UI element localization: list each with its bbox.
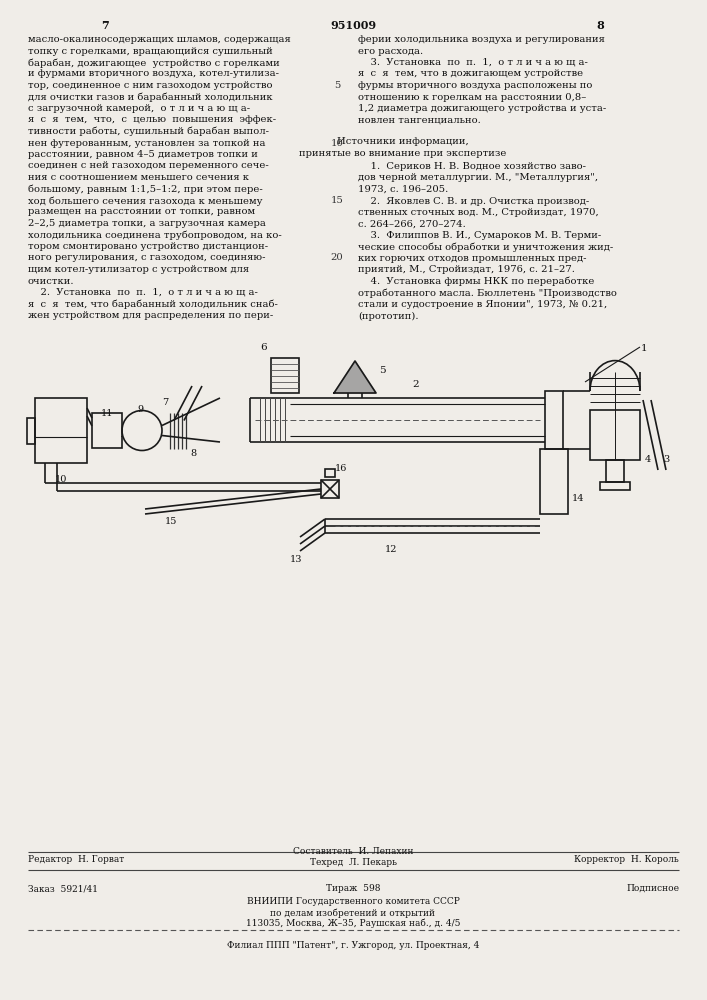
Text: Источники информации,: Источники информации, <box>337 137 469 146</box>
Text: дов черной металлургии. М., "Металлургия",: дов черной металлургии. М., "Металлургия… <box>358 174 598 182</box>
Bar <box>600 482 630 490</box>
Bar <box>321 480 339 498</box>
Text: 5: 5 <box>334 81 340 90</box>
Text: Филиал ППП "Патент", г. Ужгород, ул. Проектная, 4: Филиал ППП "Патент", г. Ужгород, ул. Про… <box>227 941 479 950</box>
Text: ферии холодильника воздуха и регулирования: ферии холодильника воздуха и регулирован… <box>358 35 605 44</box>
Text: и фурмами вторичного воздуха, котел-утилиза-: и фурмами вторичного воздуха, котел-утил… <box>28 70 279 79</box>
Text: Редактор  Н. Горват: Редактор Н. Горват <box>28 855 124 864</box>
Text: 1973, с. 196–205.: 1973, с. 196–205. <box>358 185 448 194</box>
Text: для очистки газов и барабанный холодильник: для очистки газов и барабанный холодильн… <box>28 93 273 102</box>
Text: соединен с ней газоходом переменного сече-: соединен с ней газоходом переменного сеч… <box>28 161 269 170</box>
Text: его расхода.: его расхода. <box>358 46 423 55</box>
Text: щим котел-утилизатор с устройством для: щим котел-утилизатор с устройством для <box>28 265 249 274</box>
Text: жен устройством для распределения по пери-: жен устройством для распределения по пер… <box>28 311 273 320</box>
Bar <box>545 391 563 449</box>
Text: по делам изобретений и открытий: по делам изобретений и открытий <box>271 908 436 918</box>
Bar <box>590 410 640 460</box>
Text: холодильника соединена трубопроводом, на ко-: холодильника соединена трубопроводом, на… <box>28 231 282 240</box>
Text: 4.  Установка фирмы НКК по переработке: 4. Установка фирмы НКК по переработке <box>358 277 595 286</box>
Bar <box>540 449 568 514</box>
Text: 20: 20 <box>331 253 344 262</box>
Text: 3.  Филиппов В. И., Сумароков М. В. Терми-: 3. Филиппов В. И., Сумароков М. В. Терми… <box>358 231 601 240</box>
Text: приятий, М., Стройиздат, 1976, с. 21–27.: приятий, М., Стройиздат, 1976, с. 21–27. <box>358 265 575 274</box>
Text: 13: 13 <box>290 555 303 564</box>
Text: ния с соотношением меньшего сечения к: ния с соотношением меньшего сечения к <box>28 173 249 182</box>
Text: большому, равным 1:1,5–1:2, при этом пере-: большому, равным 1:1,5–1:2, при этом пер… <box>28 184 263 194</box>
Bar <box>606 460 624 482</box>
Text: 11: 11 <box>101 409 113 418</box>
Text: 6: 6 <box>260 343 267 352</box>
Text: 1: 1 <box>641 344 648 353</box>
Text: топку с горелками, вращающийся сушильный: топку с горелками, вращающийся сушильный <box>28 46 273 55</box>
Text: тор, соединенное с ним газоходом устройство: тор, соединенное с ним газоходом устройс… <box>28 81 272 90</box>
Text: 2: 2 <box>412 380 419 389</box>
Text: 15: 15 <box>331 196 344 205</box>
Text: 5: 5 <box>379 366 385 375</box>
Bar <box>35 398 87 463</box>
Text: 4: 4 <box>645 455 651 464</box>
Text: 10: 10 <box>331 138 344 147</box>
Text: размещен на расстоянии от топки, равном: размещен на расстоянии от топки, равном <box>28 208 255 217</box>
Text: 3: 3 <box>663 455 670 464</box>
Text: новлен тангенциально.: новлен тангенциально. <box>358 115 481 124</box>
Text: Техред  Л. Пекарь: Техред Л. Пекарь <box>310 858 397 867</box>
Text: 16: 16 <box>335 464 347 473</box>
Text: стали и судостроение в Японии", 1973, № 0.21,: стали и судостроение в Японии", 1973, № … <box>358 300 607 309</box>
Text: 9: 9 <box>137 404 143 414</box>
Text: Подписное: Подписное <box>626 884 679 893</box>
Text: 2.  Яковлев С. В. и др. Очистка производ-: 2. Яковлев С. В. и др. Очистка производ- <box>358 196 589 206</box>
Text: фурмы вторичного воздуха расположены по: фурмы вторичного воздуха расположены по <box>358 81 592 90</box>
Text: очистки.: очистки. <box>28 276 74 286</box>
Text: я  с  я  тем, что барабанный холодильник снаб-: я с я тем, что барабанный холодильник сн… <box>28 300 278 309</box>
Text: я  с  я  тем, что в дожигающем устройстве: я с я тем, что в дожигающем устройстве <box>358 70 583 79</box>
Text: Корректор  Н. Король: Корректор Н. Король <box>574 855 679 864</box>
Text: 14: 14 <box>572 494 585 503</box>
Text: 2–2,5 диаметра топки, а загрузочная камера: 2–2,5 диаметра топки, а загрузочная каме… <box>28 219 266 228</box>
Text: отработанного масла. Бюллетень "Производство: отработанного масла. Бюллетень "Производ… <box>358 288 617 298</box>
Text: 12: 12 <box>385 545 397 554</box>
Text: с. 264–266, 270–274.: с. 264–266, 270–274. <box>358 220 466 229</box>
Bar <box>271 358 299 393</box>
Text: расстоянии, равном 4–5 диаметров топки и: расстоянии, равном 4–5 диаметров топки и <box>28 150 258 159</box>
Text: Заказ  5921/41: Заказ 5921/41 <box>28 884 98 893</box>
Bar <box>325 469 335 477</box>
Text: тором смонтировано устройство дистанцион-: тором смонтировано устройство дистанцион… <box>28 242 268 251</box>
Text: ного регулирования, с газоходом, соединяю-: ного регулирования, с газоходом, соединя… <box>28 253 266 262</box>
Text: я  с  я  тем,  что,  с  целью  повышения  эффек-: я с я тем, что, с целью повышения эффек- <box>28 115 276 124</box>
Text: 15: 15 <box>165 517 177 526</box>
Polygon shape <box>334 361 376 393</box>
Text: масло-окалиносодержащих шламов, содержащая: масло-окалиносодержащих шламов, содержащ… <box>28 35 291 44</box>
Text: Составитель  И. Лепахин: Составитель И. Лепахин <box>293 847 414 856</box>
Text: 8: 8 <box>596 20 604 31</box>
Text: ственных сточных вод. М., Стройиздат, 1970,: ственных сточных вод. М., Стройиздат, 19… <box>358 208 599 217</box>
Text: отношению к горелкам на расстоянии 0,8–: отношению к горелкам на расстоянии 0,8– <box>358 93 586 102</box>
Text: принятые во внимание при экспертизе: принятые во внимание при экспертизе <box>299 148 507 157</box>
Text: ческие способы обработки и уничтожения жид-: ческие способы обработки и уничтожения ж… <box>358 242 613 252</box>
Text: 10: 10 <box>55 475 67 484</box>
Text: 2.  Установка  по  п.  1,  о т л и ч а ю щ а-: 2. Установка по п. 1, о т л и ч а ю щ а- <box>28 288 258 297</box>
Text: тивности работы, сушильный барабан выпол-: тивности работы, сушильный барабан выпол… <box>28 127 269 136</box>
Text: 3.  Установка  по  п.  1,  о т л и ч а ю щ а-: 3. Установка по п. 1, о т л и ч а ю щ а- <box>358 58 588 67</box>
Text: ВНИИПИ Государственного комитета СССР: ВНИИПИ Государственного комитета СССР <box>247 897 460 906</box>
Text: 1,2 диаметра дожигающего устройства и уста-: 1,2 диаметра дожигающего устройства и ус… <box>358 104 606 113</box>
Text: (прототип).: (прототип). <box>358 312 419 321</box>
Bar <box>92 413 122 448</box>
Text: ход большего сечения газохода к меньшему: ход большего сечения газохода к меньшему <box>28 196 262 206</box>
Text: 1.  Сериков Н. В. Водное хозяйство заво-: 1. Сериков Н. В. Водное хозяйство заво- <box>358 162 586 171</box>
Text: 7: 7 <box>162 398 168 407</box>
Text: 8: 8 <box>190 448 196 458</box>
Text: с загрузочной камерой,  о т л и ч а ю щ а-: с загрузочной камерой, о т л и ч а ю щ а… <box>28 104 250 113</box>
Text: 113035, Москва, Ж–35, Раушская наб., д. 4/5: 113035, Москва, Ж–35, Раушская наб., д. … <box>246 919 460 928</box>
Text: нен футерованным, установлен за топкой на: нен футерованным, установлен за топкой н… <box>28 138 266 147</box>
Text: Тираж  598: Тираж 598 <box>326 884 380 893</box>
Text: 951009: 951009 <box>330 20 376 31</box>
Text: 7: 7 <box>101 20 109 31</box>
Bar <box>27 418 35 444</box>
Text: ких горючих отходов промышленных пред-: ких горючих отходов промышленных пред- <box>358 254 587 263</box>
Text: барабан, дожигающее  устройство с горелками: барабан, дожигающее устройство с горелка… <box>28 58 280 68</box>
